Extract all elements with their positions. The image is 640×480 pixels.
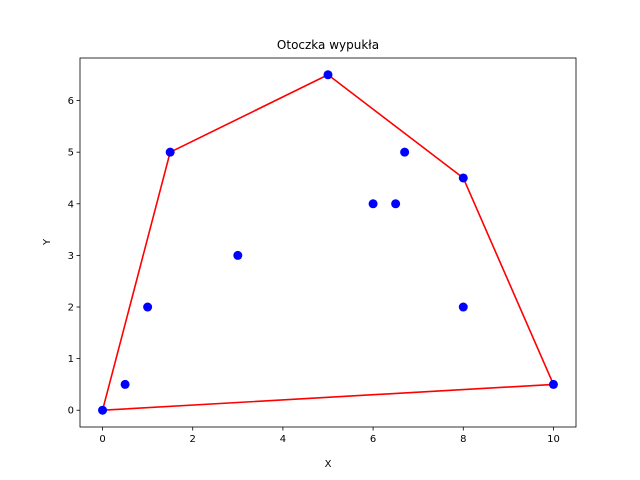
y-axis-label: Y [42,238,53,246]
chart-title: Otoczka wypukła [277,38,379,52]
x-axis-label: X [325,459,332,470]
x-tick-label: 10 [547,434,560,445]
data-point [548,379,558,389]
x-tick-label: 6 [370,434,376,445]
data-point [368,199,378,209]
data-point [323,70,333,80]
hull-layer [101,73,555,412]
hull-line [101,73,555,412]
y-tick-label: 1 [68,354,74,365]
data-point [98,405,108,415]
y-tick-label: 3 [68,251,74,262]
plot-area [80,58,576,427]
data-point [143,302,153,312]
data-point [458,302,468,312]
y-tick-label: 4 [68,199,74,210]
data-point [458,173,468,183]
x-tick-label: 2 [190,434,196,445]
y-tick-label: 5 [68,148,74,159]
y-tick-label: 0 [68,406,74,417]
x-tick-label: 8 [460,434,466,445]
data-point [400,147,410,157]
data-point [120,379,130,389]
x-tick-label: 0 [99,434,105,445]
y-tick-label: 6 [68,96,74,107]
data-point [233,250,243,260]
data-point [391,199,401,209]
x-tick-label: 4 [280,434,286,445]
plot-frame [79,57,577,428]
data-point [165,147,175,157]
points-layer [98,70,558,415]
axis-ticks: 0 2 4 6 8 10 0 1 2 3 4 5 6 [68,96,560,445]
y-tick-label: 2 [68,303,74,314]
